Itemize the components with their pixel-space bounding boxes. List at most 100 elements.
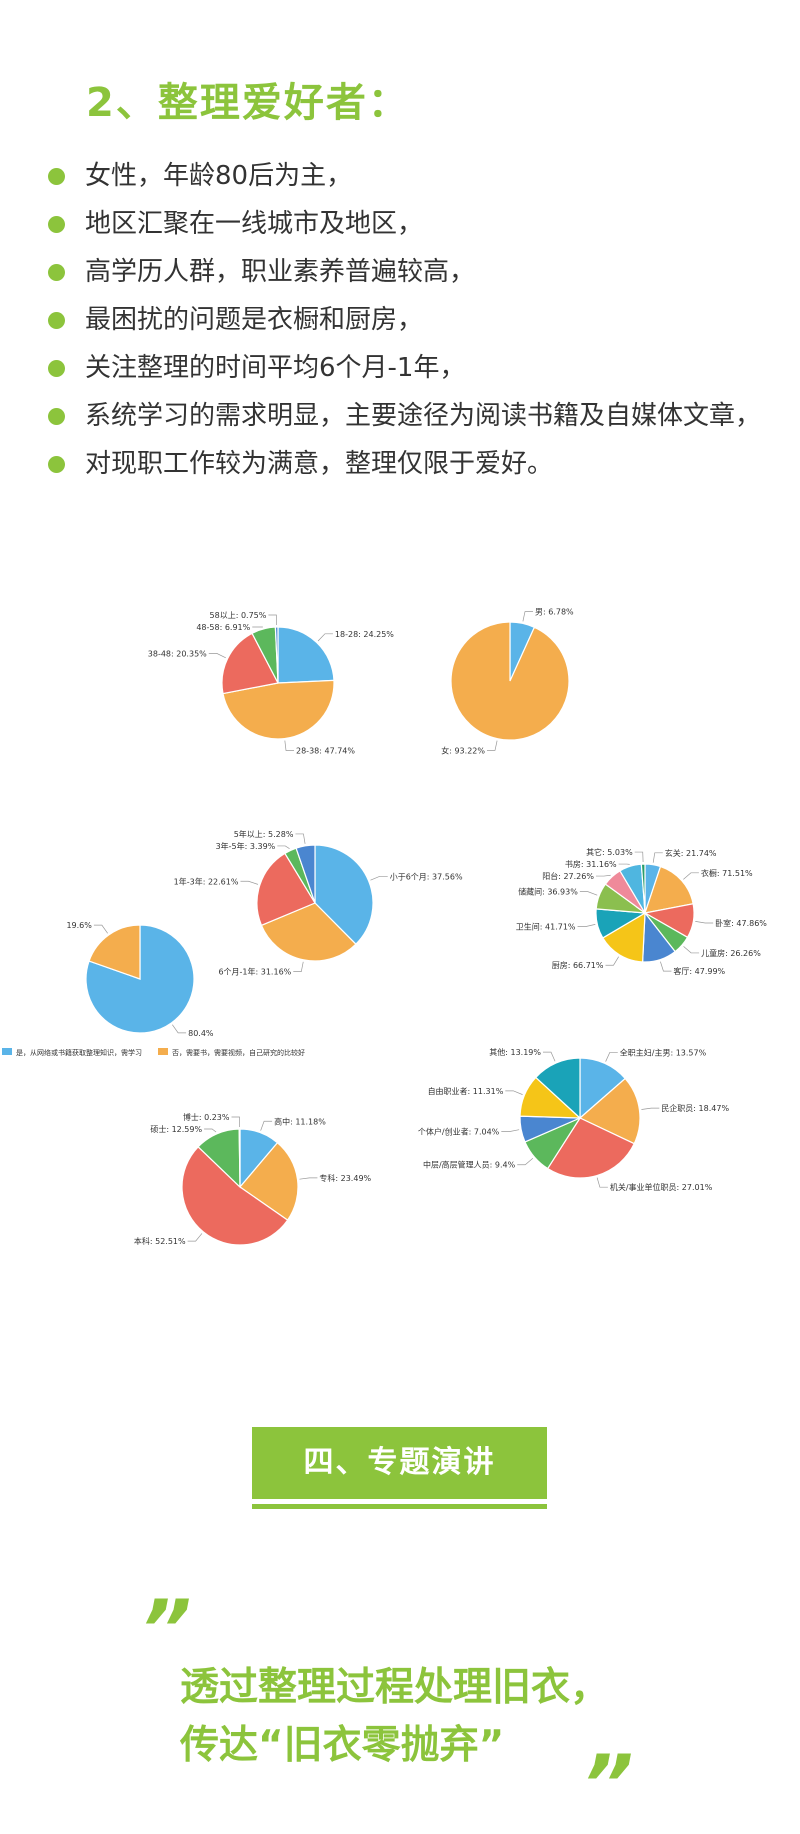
bullet-icon <box>48 360 65 377</box>
leader-line <box>299 1177 318 1180</box>
leader-line <box>683 946 700 954</box>
pie-label: 衣橱: 71.51% <box>701 868 753 878</box>
pie-chart-duration: 小于6个月: 37.56% 6个月-1年: 31.16% 1年-3年: 22.61%… <box>174 829 463 977</box>
pie-slice <box>260 902 357 962</box>
pie-label: 客厅: 47.99% <box>673 966 725 976</box>
pie-label: 1年-3年: 22.61% <box>174 876 239 886</box>
pie-slice <box>274 626 279 684</box>
pie-slice <box>644 865 694 914</box>
pie-slice <box>277 626 335 684</box>
legend-swatch <box>158 1048 168 1055</box>
bullet-icon <box>48 264 65 281</box>
bullet-icon <box>48 408 65 425</box>
pie-label: 中层/高层管理人员: 9.4% <box>423 1160 516 1170</box>
quote-line-1: 透过整理过程处理旧衣， <box>180 1665 610 1710</box>
leader-line <box>596 1177 608 1188</box>
list-item-text: 高学历人群，职业素养普遍较高， <box>85 257 476 287</box>
list-item: 对现职工作较为满意，整理仅限于爱好。 <box>48 440 768 488</box>
pie-slice <box>239 1141 299 1221</box>
leader-line <box>172 1024 187 1034</box>
list-item-text: 对现职工作较为满意，整理仅限于爱好。 <box>85 449 554 479</box>
quote-line-2: 传达“旧衣零抛弃” <box>180 1723 505 1768</box>
leader-line <box>501 1129 520 1132</box>
legend-swatch <box>2 1048 12 1055</box>
leader-line <box>652 852 663 863</box>
pie-label: 书房: 31.16% <box>565 859 617 869</box>
list-item-text: 关注整理的时间平均6个月-1年， <box>85 353 466 383</box>
open-quote-icon: ” <box>140 1583 192 1676</box>
pie-label: 58以上: 0.75% <box>210 611 267 620</box>
pie-label: 高中: 11.18% <box>274 1116 326 1126</box>
leader-line <box>277 845 290 849</box>
bullet-icon <box>48 456 65 473</box>
bullet-icon <box>48 168 65 185</box>
summary-list: 女性，年龄80后为主， 地区汇聚在一线城市及地区， 高学历人群，职业素养普遍较高… <box>48 152 768 488</box>
pie-label: 80.4% <box>188 1029 214 1038</box>
leader-line <box>295 833 306 844</box>
list-item: 高学历人群，职业素养普遍较高， <box>48 248 768 296</box>
leader-line <box>204 1128 217 1133</box>
pie-label: 48-58: 6.91% <box>196 623 250 632</box>
list-item-text: 系统学习的需求明显，主要途径为阅读书籍及自媒体文章， <box>85 401 762 431</box>
leader-line <box>284 740 295 751</box>
list-item: 系统学习的需求明显，主要途径为阅读书籍及自媒体文章， <box>48 392 768 440</box>
leader-line <box>683 872 699 880</box>
pie-label: 本科: 52.51% <box>134 1236 186 1246</box>
pie-slice <box>578 1077 641 1145</box>
pie-label: 玄关: 21.74% <box>665 848 717 858</box>
pie-slice <box>222 679 335 740</box>
pie-slice <box>450 621 570 741</box>
leader-line <box>370 875 388 881</box>
pie-chart-age: 18-28: 24.25% 28-38: 47.74% 38-48: 20.35% 4… <box>148 611 395 756</box>
list-item: 关注整理的时间平均6个月-1年， <box>48 344 768 392</box>
pie-label: 专科: 23.49% <box>319 1173 371 1183</box>
bullet-icon <box>48 216 65 233</box>
leader-line <box>293 961 304 972</box>
leader-line <box>187 1233 203 1242</box>
pie-label: 厨房: 66.71% <box>552 960 604 970</box>
pie-chart-education: 高中: 11.18% 专科: 23.49% 本科: 52.51% 硕士: 12.59%… <box>134 1112 372 1246</box>
pie-label: 19.6% <box>66 921 92 930</box>
pie-chart-occupation: 全职主妇/主男: 13.57% 民企职员: 18.47% 机关/事业单位职员: 27… <box>418 1047 730 1192</box>
section-banner: 四、专题演讲 <box>252 1427 547 1499</box>
pie-label: 博士: 0.23% <box>183 1112 230 1122</box>
bullet-icon <box>48 312 65 329</box>
pie-label: 3年-5年: 3.39% <box>216 841 276 851</box>
list-item: 地区汇聚在一线城市及地区， <box>48 200 768 248</box>
leader-line <box>579 891 598 896</box>
list-item-text: 最困扰的问题是衣橱和厨房， <box>85 305 424 335</box>
survey-pie-charts: 18-28: 24.25% 28-38: 47.74% 38-48: 20.35% 4… <box>2 608 768 1246</box>
pie-label: 硕士: 12.59% <box>150 1124 202 1134</box>
leader-line <box>317 633 333 642</box>
pie-slice <box>601 911 646 963</box>
pie-chart-gender: 男: 6.78% 女: 93.22% <box>441 608 574 756</box>
pie-label: 其他: 13.19% <box>489 1047 541 1057</box>
leader-line <box>605 956 619 966</box>
pie-label: 男: 6.78% <box>535 608 574 617</box>
pie-chart-study: 80.4% 19.6% 是，从网络或书籍获取整理知识，需学习 否，需要书，需要视频，自… <box>2 921 305 1057</box>
pie-slice <box>534 1057 581 1120</box>
list-item-text: 女性，年龄80后为主， <box>85 161 353 191</box>
pie-label: 18-28: 24.25% <box>335 630 394 639</box>
pie-label: 自由职业者: 11.31% <box>428 1086 504 1096</box>
list-item: 女性，年龄80后为主， <box>48 152 768 200</box>
pie-slice <box>238 1128 241 1188</box>
section-heading: 2、整理爱好者： <box>86 80 410 126</box>
pie-label: 储藏间: 36.93% <box>518 887 578 897</box>
pie-slice <box>88 924 141 980</box>
pie-label: 女: 93.22% <box>441 745 485 755</box>
leader-line <box>93 924 108 934</box>
pie-label: 阳台: 27.26% <box>542 871 594 881</box>
pie-label: 6个月-1年: 31.16% <box>218 967 291 977</box>
pie-label: 儿童房: 26.26% <box>701 948 761 958</box>
leader-line <box>260 1120 273 1131</box>
pie-label: 其它: 5.03% <box>586 847 633 857</box>
pie-slice <box>640 863 646 914</box>
pie-slice <box>181 1145 289 1246</box>
pie-label: 小于6个月: 37.56% <box>390 872 463 881</box>
pie-label: 28-38: 47.74% <box>296 747 355 756</box>
pie-chart-rooms: 玄关: 21.74% 衣橱: 71.51% 卧室: 47.86% 儿童房: 26.26… <box>516 847 768 976</box>
leader-line <box>486 740 498 751</box>
leader-line <box>634 851 644 863</box>
leader-line <box>505 1090 523 1095</box>
